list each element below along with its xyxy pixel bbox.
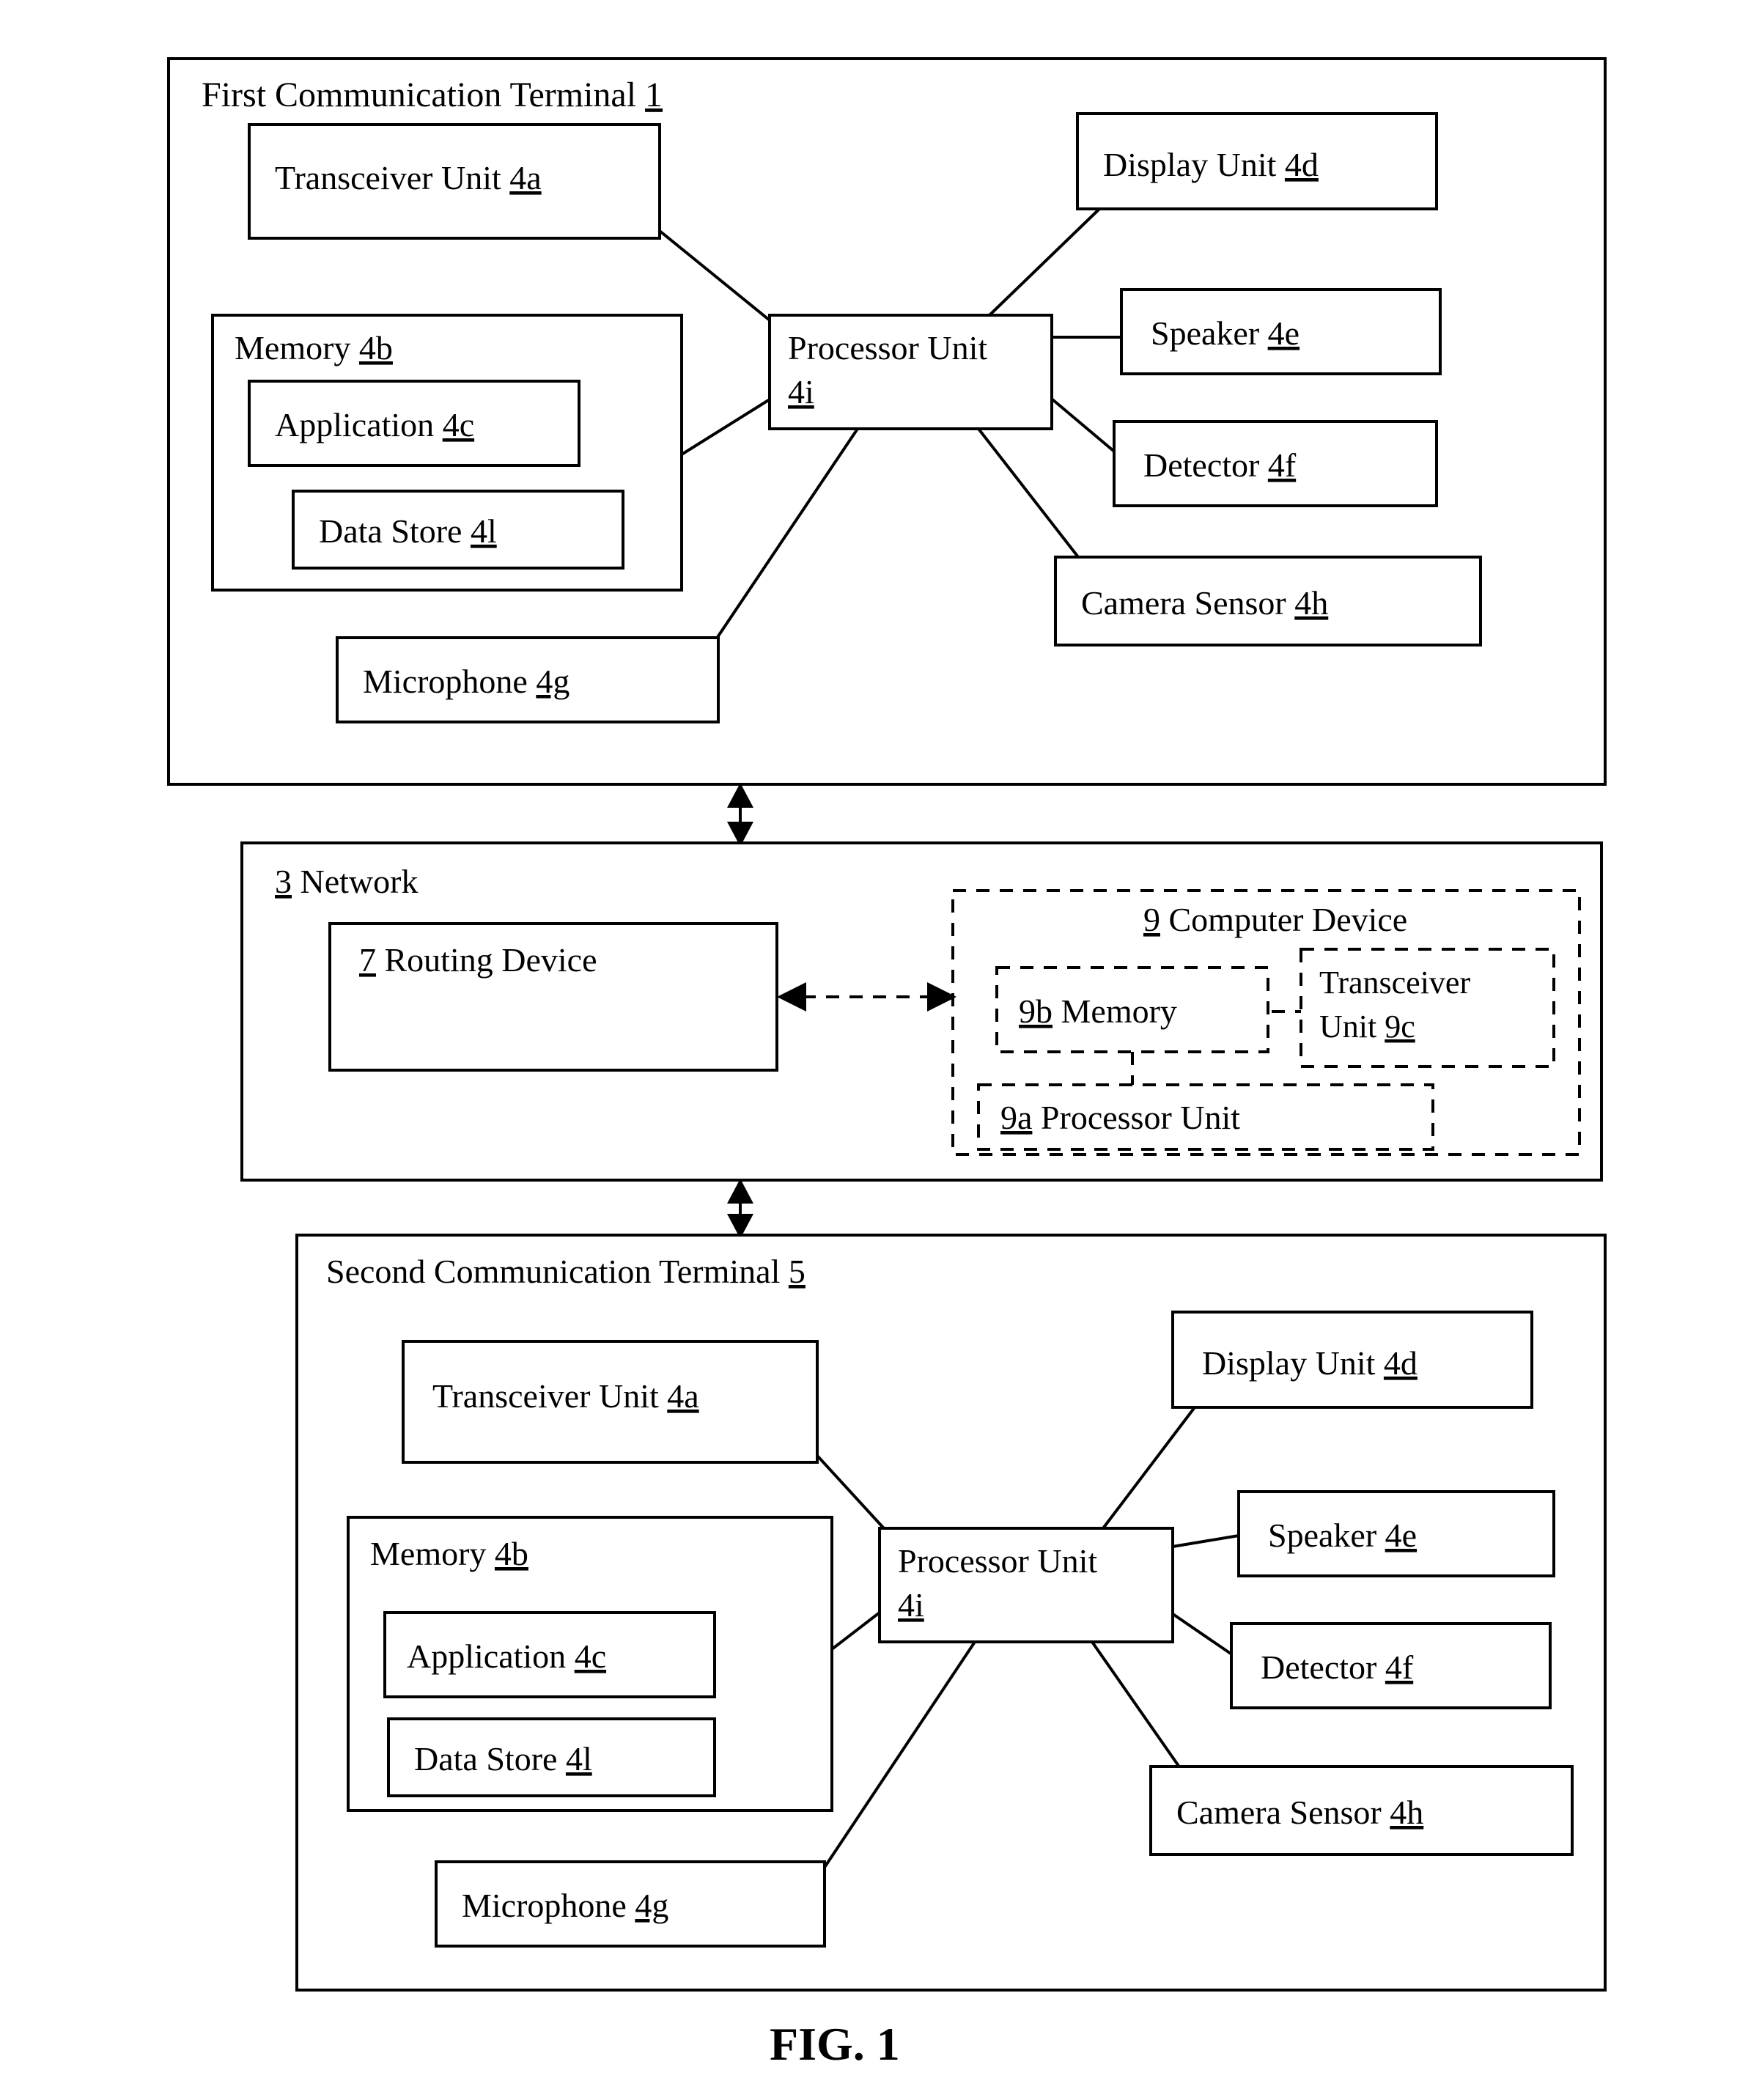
net-memory-label: 9b Memory bbox=[1019, 992, 1177, 1030]
net-transceiver-label-b: Unit 9c bbox=[1319, 1009, 1415, 1045]
detector-label-1: Detector 4f bbox=[1143, 446, 1297, 484]
net-transceiver-label-a: Transceiver bbox=[1319, 965, 1470, 1001]
memory-label-2: Memory 4b bbox=[370, 1535, 528, 1572]
processor-label-2a: Processor Unit bbox=[898, 1542, 1097, 1580]
datastore-label-2: Data Store 4l bbox=[414, 1740, 592, 1777]
terminal-1-title: First Communication Terminal 1 bbox=[202, 75, 663, 114]
application-label-2: Application 4c bbox=[407, 1637, 606, 1675]
speaker-label-1: Speaker 4e bbox=[1151, 314, 1300, 352]
net-processor-label: 9a Processor Unit bbox=[1000, 1099, 1240, 1136]
arrow-network-t2 bbox=[727, 1179, 753, 1239]
microphone-label-2: Microphone 4g bbox=[462, 1887, 668, 1924]
network-block: 3 Network 7 Routing Device 9 Computer De… bbox=[242, 843, 1601, 1180]
routing-label: 7 Routing Device bbox=[359, 941, 597, 979]
processor-label-2b: 4i bbox=[898, 1586, 924, 1624]
detector-label-2: Detector 4f bbox=[1261, 1648, 1414, 1686]
processor-label-1a: Processor Unit bbox=[788, 329, 987, 366]
camera-label-1: Camera Sensor 4h bbox=[1081, 584, 1328, 622]
transceiver-label-2: Transceiver Unit 4a bbox=[432, 1377, 699, 1415]
application-label-1: Application 4c bbox=[275, 406, 474, 443]
speaker-label-2: Speaker 4e bbox=[1268, 1517, 1417, 1554]
processor-label-1b: 4i bbox=[788, 373, 814, 410]
network-title: 3 Network bbox=[275, 863, 418, 900]
figure-1-diagram: First Communication Terminal 1 Transceiv… bbox=[0, 0, 1751, 2100]
terminal-2: Second Communication Terminal 5 Transcei… bbox=[297, 1235, 1605, 1990]
terminal-2-title: Second Communication Terminal 5 bbox=[326, 1253, 806, 1290]
transceiver-label-1: Transceiver Unit 4a bbox=[275, 159, 542, 196]
camera-label-2: Camera Sensor 4h bbox=[1176, 1794, 1423, 1831]
display-label-1: Display Unit 4d bbox=[1103, 146, 1319, 183]
microphone-label-1: Microphone 4g bbox=[363, 663, 569, 700]
datastore-label-1: Data Store 4l bbox=[319, 512, 497, 550]
memory-label-1: Memory 4b bbox=[235, 329, 393, 366]
figure-caption: FIG. 1 bbox=[770, 2018, 900, 2070]
arrow-t1-network bbox=[727, 783, 753, 847]
computer-device-label: 9 Computer Device bbox=[1143, 901, 1407, 938]
terminal-1: First Communication Terminal 1 Transceiv… bbox=[169, 59, 1605, 784]
display-label-2: Display Unit 4d bbox=[1202, 1344, 1418, 1382]
